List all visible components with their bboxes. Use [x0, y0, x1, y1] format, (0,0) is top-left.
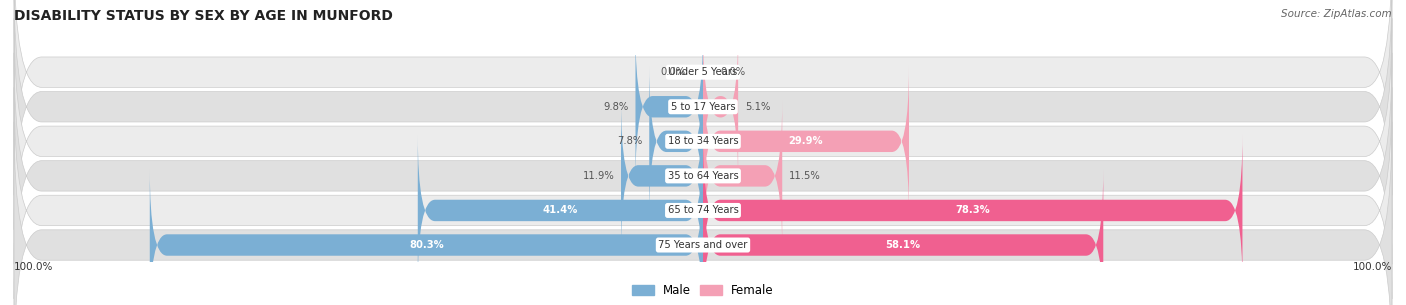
- Text: 29.9%: 29.9%: [789, 136, 824, 146]
- FancyBboxPatch shape: [636, 31, 703, 182]
- FancyBboxPatch shape: [14, 122, 1392, 305]
- Text: 0.0%: 0.0%: [720, 67, 745, 77]
- FancyBboxPatch shape: [703, 135, 1243, 286]
- Text: 5 to 17 Years: 5 to 17 Years: [671, 102, 735, 112]
- Text: 58.1%: 58.1%: [886, 240, 921, 250]
- Text: 11.9%: 11.9%: [582, 171, 614, 181]
- FancyBboxPatch shape: [703, 66, 910, 217]
- FancyBboxPatch shape: [14, 0, 1392, 230]
- Text: 11.5%: 11.5%: [789, 171, 821, 181]
- FancyBboxPatch shape: [14, 53, 1392, 299]
- Text: 0.0%: 0.0%: [661, 67, 686, 77]
- Text: Under 5 Years: Under 5 Years: [668, 67, 738, 77]
- FancyBboxPatch shape: [14, 0, 1392, 195]
- Text: 41.4%: 41.4%: [543, 206, 578, 215]
- FancyBboxPatch shape: [621, 100, 703, 252]
- Text: 35 to 64 Years: 35 to 64 Years: [668, 171, 738, 181]
- Text: 78.3%: 78.3%: [955, 206, 990, 215]
- Text: 18 to 34 Years: 18 to 34 Years: [668, 136, 738, 146]
- Text: 100.0%: 100.0%: [14, 262, 53, 272]
- Text: 65 to 74 Years: 65 to 74 Years: [668, 206, 738, 215]
- Text: 9.8%: 9.8%: [603, 102, 628, 112]
- Text: DISABILITY STATUS BY SEX BY AGE IN MUNFORD: DISABILITY STATUS BY SEX BY AGE IN MUNFO…: [14, 9, 392, 23]
- FancyBboxPatch shape: [650, 66, 703, 217]
- FancyBboxPatch shape: [418, 135, 703, 286]
- FancyBboxPatch shape: [703, 31, 738, 182]
- FancyBboxPatch shape: [703, 100, 782, 252]
- Legend: Male, Female: Male, Female: [627, 280, 779, 302]
- Text: 7.8%: 7.8%: [617, 136, 643, 146]
- FancyBboxPatch shape: [703, 169, 1104, 305]
- FancyBboxPatch shape: [14, 18, 1392, 264]
- FancyBboxPatch shape: [150, 169, 703, 305]
- FancyBboxPatch shape: [14, 88, 1392, 305]
- Text: Source: ZipAtlas.com: Source: ZipAtlas.com: [1281, 9, 1392, 19]
- Text: 5.1%: 5.1%: [745, 102, 770, 112]
- Text: 75 Years and over: 75 Years and over: [658, 240, 748, 250]
- Text: 100.0%: 100.0%: [1353, 262, 1392, 272]
- Text: 80.3%: 80.3%: [409, 240, 444, 250]
